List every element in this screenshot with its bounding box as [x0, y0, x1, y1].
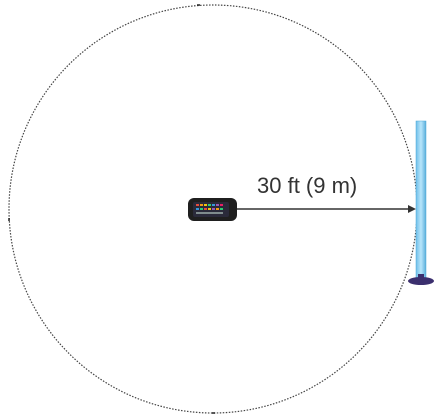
hub-device-icon: [188, 198, 237, 221]
distance-arrow: [237, 205, 416, 213]
light-pole-icon: [408, 120, 434, 285]
distance-label: 30 ft (9 m): [257, 173, 357, 198]
